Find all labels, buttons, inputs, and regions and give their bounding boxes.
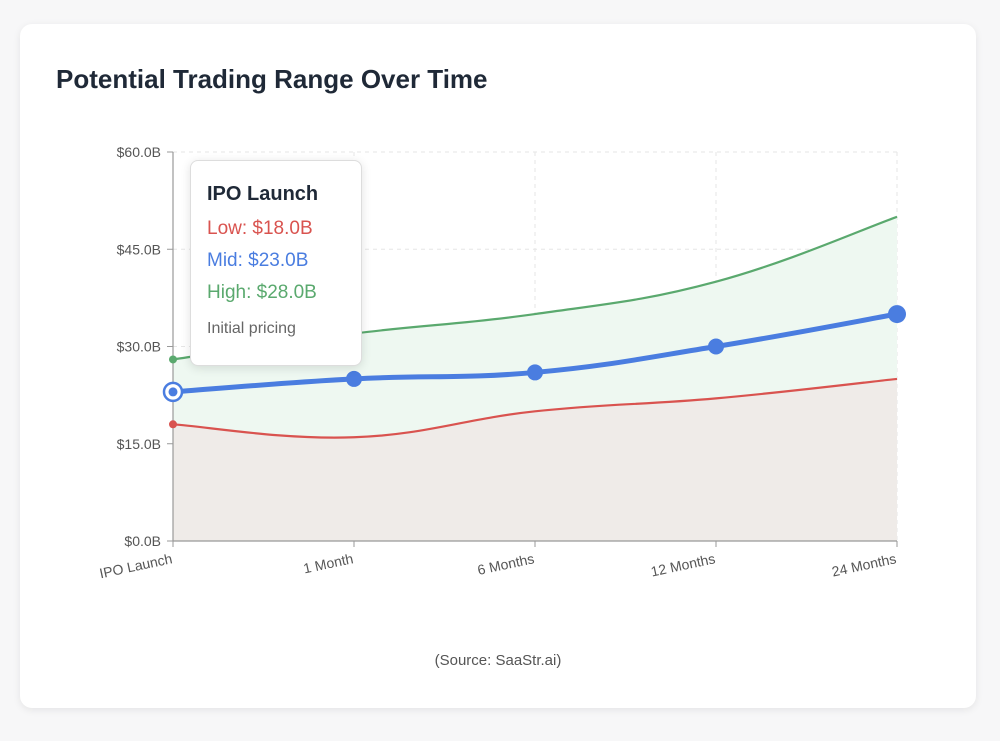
x-tick-label: 1 Month: [302, 550, 355, 576]
data-tooltip: IPO Launch Low: $18.0B Mid: $23.0B High:…: [190, 160, 362, 366]
tooltip-title: IPO Launch: [207, 183, 319, 205]
area-low: [173, 378, 897, 541]
x-tick-label: IPO Launch: [98, 550, 174, 581]
tooltip-mid: Mid: $23.0B: [207, 250, 309, 271]
y-tick-label: $30.0B: [117, 339, 161, 355]
trading-range-chart: $0.0B $15.0B $30.0B $45.0B $60.0B IPO Launch 1…: [98, 144, 906, 581]
point-mid: [346, 370, 362, 387]
tooltip-high: High: $28.0B: [207, 282, 317, 303]
point-mid: [527, 364, 543, 381]
chart-title: Potential Trading Range Over Time: [56, 64, 488, 94]
source-caption: (Source: SaaStr.ai): [434, 652, 562, 669]
y-tick-label: $60.0B: [117, 144, 161, 160]
x-tick-label: 12 Months: [649, 550, 716, 579]
chart-card: Potential Trading Range Over Time $0.0B $…: [20, 24, 976, 708]
tooltip-note: Initial pricing: [207, 320, 296, 337]
point-mid: [888, 305, 906, 324]
point-mid-active-core: [168, 387, 178, 397]
point-low: [169, 420, 177, 429]
x-tick-label: 6 Months: [476, 550, 536, 578]
point-high: [169, 355, 177, 364]
x-tick-label: 24 Months: [830, 550, 897, 579]
tooltip-low: Low: $18.0B: [207, 218, 313, 239]
y-tick-label: $45.0B: [117, 241, 161, 257]
point-mid: [708, 338, 724, 355]
y-tick-label: $15.0B: [117, 436, 161, 452]
series-line-low: [172, 377, 898, 439]
y-tick-label: $0.0B: [124, 533, 161, 549]
